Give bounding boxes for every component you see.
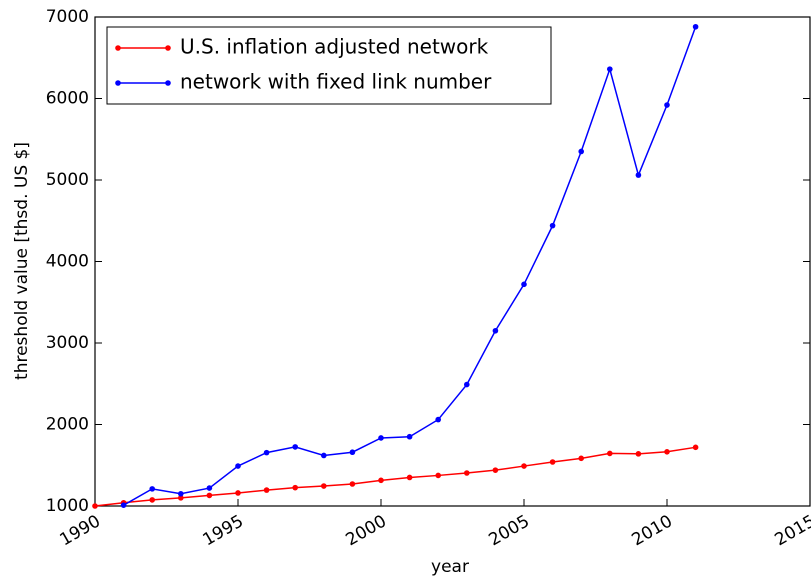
data-point — [607, 450, 613, 457]
x-tick-label: 2000 — [343, 511, 390, 550]
x-axis-label: year — [431, 557, 469, 577]
data-point — [664, 449, 670, 455]
data-point — [578, 148, 584, 155]
data-point — [292, 444, 299, 450]
legend-label: U.S. inflation adjusted network — [180, 35, 489, 59]
data-point — [292, 484, 299, 491]
y-tick-label: 6000 — [46, 89, 89, 109]
data-point — [206, 492, 213, 499]
legend-marker — [165, 80, 171, 86]
data-point — [435, 472, 442, 479]
data-point — [349, 481, 356, 487]
data-point — [406, 433, 413, 440]
y-tick-label: 7000 — [46, 7, 89, 27]
data-point — [149, 497, 155, 503]
data-point — [492, 467, 499, 473]
data-point — [549, 459, 556, 465]
legend-marker — [115, 80, 121, 86]
legend-marker — [115, 45, 121, 51]
y-axis-label: threshold value [thsd. US $] — [12, 142, 32, 380]
legend-box — [106, 26, 552, 105]
data-point — [521, 281, 527, 288]
data-point — [635, 172, 642, 178]
data-point — [235, 463, 241, 469]
series-line — [94, 446, 696, 507]
data-point — [349, 449, 356, 456]
data-point — [120, 502, 127, 508]
data-point — [263, 449, 270, 456]
data-point — [521, 463, 527, 469]
y-tick-label: 1000 — [46, 496, 89, 516]
x-tick-label: 2015 — [772, 511, 811, 550]
y-tick-label: 4000 — [46, 252, 89, 272]
x-tick-label: 1990 — [57, 511, 104, 550]
data-point — [492, 327, 499, 334]
data-point — [263, 487, 270, 493]
data-point — [464, 381, 470, 388]
data-point — [321, 452, 327, 459]
data-point — [149, 486, 155, 492]
data-point — [378, 477, 384, 484]
data-point — [692, 23, 699, 30]
data-point — [692, 444, 699, 451]
x-tick-label: 2005 — [486, 511, 533, 550]
data-point — [378, 435, 384, 441]
data-point — [178, 495, 184, 501]
data-point — [435, 416, 442, 423]
legend-marker — [165, 45, 171, 51]
data-point — [178, 490, 184, 497]
data-point — [635, 451, 642, 457]
data-point — [549, 222, 556, 229]
data-point — [406, 474, 413, 481]
y-tick-label: 3000 — [46, 333, 89, 353]
legend-label: network with fixed link number — [180, 70, 492, 94]
data-point — [464, 470, 470, 476]
x-tick-label: 1995 — [200, 511, 247, 550]
data-point — [664, 102, 670, 108]
data-point — [607, 66, 613, 72]
x-tick-label: 2010 — [629, 511, 676, 550]
y-tick-label: 2000 — [46, 415, 89, 435]
data-point — [206, 485, 213, 491]
data-point — [92, 503, 98, 509]
data-point — [235, 490, 241, 496]
data-point — [578, 455, 584, 462]
data-point — [321, 483, 327, 489]
y-tick-label: 5000 — [46, 170, 89, 190]
